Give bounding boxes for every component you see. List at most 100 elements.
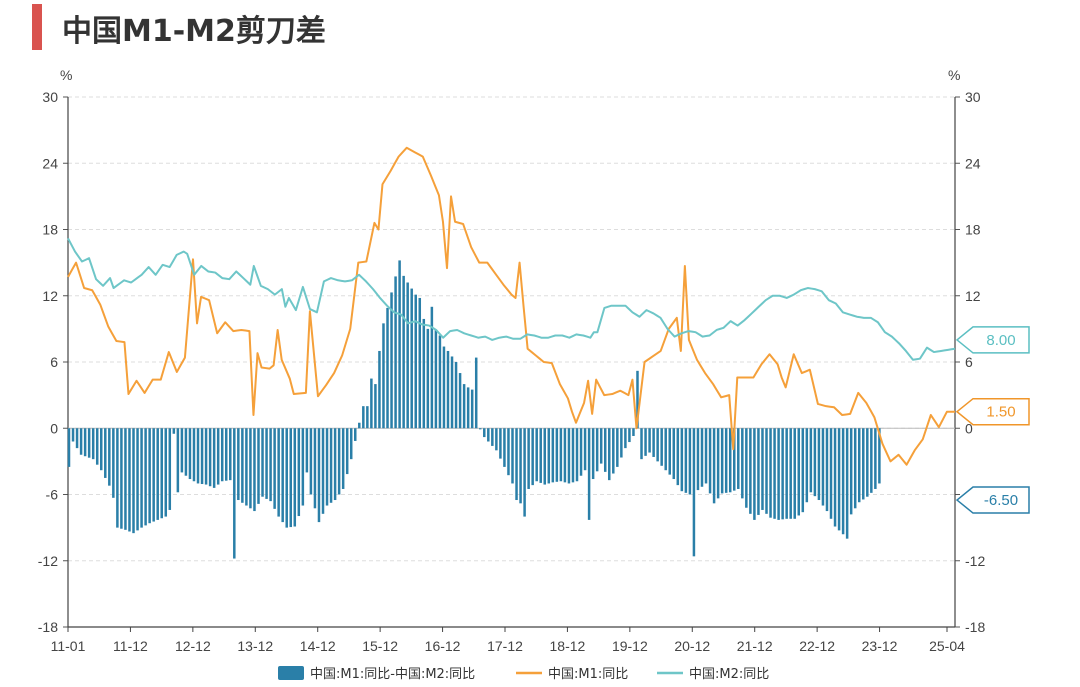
spread-bar: [305, 428, 309, 473]
spread-bar: [120, 428, 123, 529]
spread-bar: [805, 428, 809, 503]
spread-end-label-box: [955, 486, 1030, 514]
spread-bar: [104, 428, 107, 478]
spread-bar: [712, 428, 716, 504]
spread-bar: [112, 428, 115, 498]
spread-bar: [636, 370, 639, 429]
spread-bar: [394, 276, 397, 429]
spread-bar: [168, 428, 172, 510]
spread-bar: [349, 428, 353, 460]
spread-bar: [374, 384, 377, 429]
y-tick-label-left: -18: [38, 619, 58, 635]
spread-bar: [313, 428, 317, 509]
m1-end-label-box: [955, 397, 1030, 426]
spread-bar: [825, 428, 829, 512]
spread-bar: [325, 428, 329, 506]
m1-line: [67, 146, 955, 466]
spread-bar: [474, 357, 478, 429]
spread-bar: [821, 428, 825, 506]
chart-title: 中国M1-M2剪刀差: [62, 14, 326, 49]
spread-bar: [466, 387, 470, 429]
spread-bar: [749, 428, 752, 514]
legend-swatch-spread: [278, 666, 304, 680]
spread-bar: [672, 428, 676, 480]
spread-bar: [837, 428, 841, 531]
legend-label-spread: 中国:M1:同比-中国:M2:同比: [310, 667, 475, 682]
spread-bar: [100, 428, 103, 471]
spread-bar: [809, 428, 813, 493]
spread-bar: [75, 428, 79, 449]
spread-bar: [728, 428, 732, 493]
y-tick-label-right: 6: [965, 354, 973, 370]
spread-bar: [680, 428, 684, 492]
spread-bar: [289, 428, 292, 528]
spread-bar: [539, 428, 542, 483]
spread-bar: [378, 350, 381, 429]
spread-bar: [184, 428, 188, 476]
spread-bar: [491, 428, 494, 446]
spread-bar: [628, 428, 631, 443]
y-tick-label-left: 12: [42, 288, 58, 304]
spread-bar: [733, 428, 736, 491]
spread-bar: [587, 428, 591, 520]
spread-bar: [172, 428, 176, 434]
spread-bar: [777, 428, 780, 520]
spread-bar: [700, 428, 704, 487]
spread-bar: [67, 428, 71, 467]
spread-bar: [237, 428, 240, 501]
x-tick-label: 20-12: [674, 638, 710, 654]
spread-bar: [801, 428, 805, 513]
x-tick-label: 23-12: [862, 638, 898, 654]
spread-bar: [563, 428, 567, 483]
spread-bar: [644, 428, 647, 456]
spread-bar: [567, 428, 571, 484]
spread-bar: [527, 428, 530, 489]
spread-bar: [813, 428, 817, 497]
y-tick-label-left: 6: [50, 354, 58, 370]
spread-bar: [345, 428, 349, 475]
legend-label-m1: 中国:M1:同比: [548, 667, 628, 682]
spread-bar: [688, 428, 692, 495]
spread-bar: [156, 428, 159, 520]
spread-bar: [495, 428, 498, 451]
spread-bar: [692, 428, 696, 557]
spread-bar: [257, 428, 260, 504]
spread-bar: [648, 428, 651, 453]
spread-bar: [398, 260, 401, 429]
spread-bar: [849, 428, 853, 515]
title-accent-bar: [32, 4, 42, 50]
spread-bar: [704, 428, 708, 484]
x-tick-label: 16-12: [425, 638, 461, 654]
y-tick-label-left: 0: [50, 420, 58, 436]
spread-bar: [781, 428, 784, 520]
spread-bar: [116, 428, 119, 528]
spread-bar: [531, 428, 534, 486]
spread-bar: [148, 428, 151, 524]
spread-bar: [829, 428, 833, 519]
x-tick-label: 17-12: [487, 638, 523, 654]
spread-bar: [124, 428, 127, 530]
spread-bar: [79, 428, 83, 455]
x-tick-label: 11-01: [51, 638, 86, 654]
spread-bar: [769, 428, 772, 518]
spread-bar: [216, 428, 220, 485]
spread-bar: [523, 428, 526, 517]
y-tick-label-right: 18: [965, 222, 981, 238]
spread-bar: [297, 428, 301, 517]
spread-bar: [341, 428, 345, 489]
spread-bar: [370, 378, 373, 429]
y-tick-label-right: 24: [965, 155, 981, 171]
spread-bar: [265, 428, 268, 499]
spread-bar: [741, 428, 744, 499]
spread-bar: [595, 428, 599, 472]
spread-bar: [422, 318, 426, 429]
spread-bar: [507, 428, 510, 476]
spread-bar: [402, 275, 405, 429]
spread-bar: [253, 428, 256, 512]
spread-bar: [233, 428, 236, 559]
title-area: 中国M1-M2剪刀差: [0, 0, 1080, 52]
spread-bar: [136, 428, 139, 531]
spread-bar: [620, 428, 623, 458]
spread-bar: [277, 428, 280, 517]
spread-bar: [454, 362, 458, 429]
